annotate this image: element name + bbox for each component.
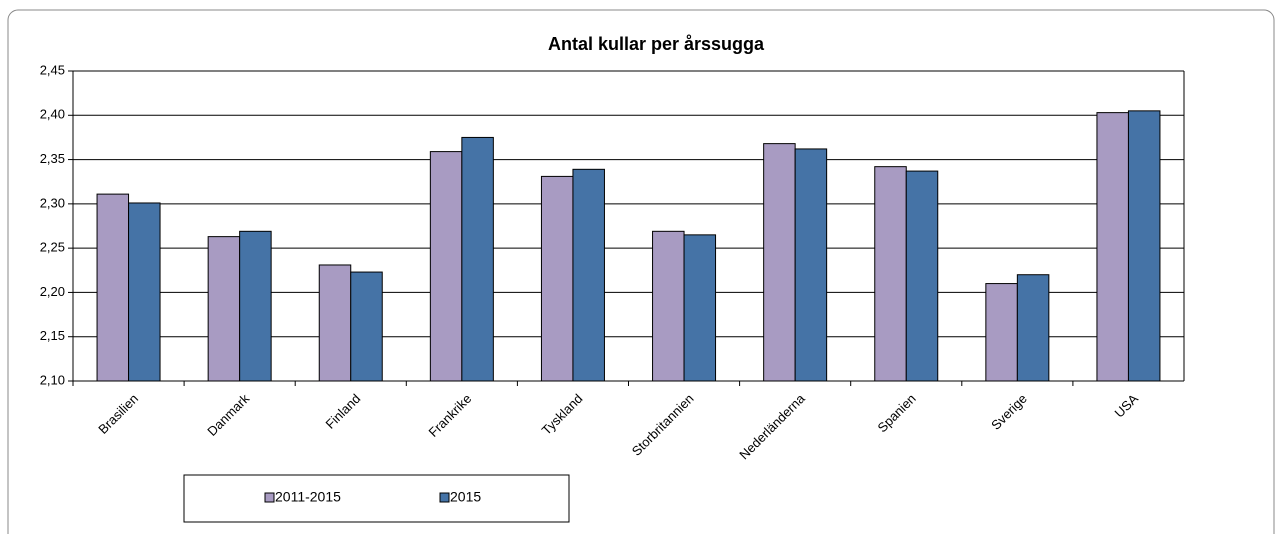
bar bbox=[652, 230, 685, 382]
y-tick-label: 2,30 bbox=[40, 195, 65, 210]
bar bbox=[429, 151, 463, 382]
bar bbox=[207, 236, 241, 382]
bar bbox=[540, 175, 574, 382]
y-tick-label: 2,40 bbox=[40, 107, 65, 122]
y-tick-label: 2,35 bbox=[40, 151, 65, 166]
bar bbox=[874, 166, 907, 382]
bar bbox=[239, 230, 272, 382]
y-tick-label: 2,20 bbox=[40, 284, 65, 299]
legend-swatch bbox=[264, 492, 275, 503]
bar bbox=[318, 264, 352, 382]
legend-label: 2011-2015 bbox=[275, 489, 341, 505]
y-tick-label: 2,45 bbox=[40, 62, 65, 77]
bar bbox=[1096, 112, 1129, 382]
bar bbox=[572, 168, 605, 382]
bar bbox=[96, 193, 130, 382]
bar bbox=[1127, 110, 1161, 382]
bar bbox=[794, 148, 828, 382]
y-tick-label: 2,15 bbox=[40, 328, 65, 343]
chart-title: Antal kullar per årssugga bbox=[548, 34, 765, 54]
bar bbox=[350, 271, 383, 382]
legend-label: 2015 bbox=[450, 489, 481, 505]
bar bbox=[905, 170, 939, 382]
bar bbox=[763, 143, 796, 382]
bar bbox=[985, 283, 1018, 382]
bar bbox=[1016, 274, 1050, 382]
bar bbox=[461, 136, 494, 382]
bar bbox=[683, 234, 717, 382]
legend-swatch bbox=[439, 492, 450, 503]
legend-box bbox=[183, 474, 570, 523]
y-tick-label: 2,10 bbox=[40, 372, 65, 387]
y-tick-label: 2,25 bbox=[40, 240, 65, 255]
bar bbox=[128, 202, 161, 382]
